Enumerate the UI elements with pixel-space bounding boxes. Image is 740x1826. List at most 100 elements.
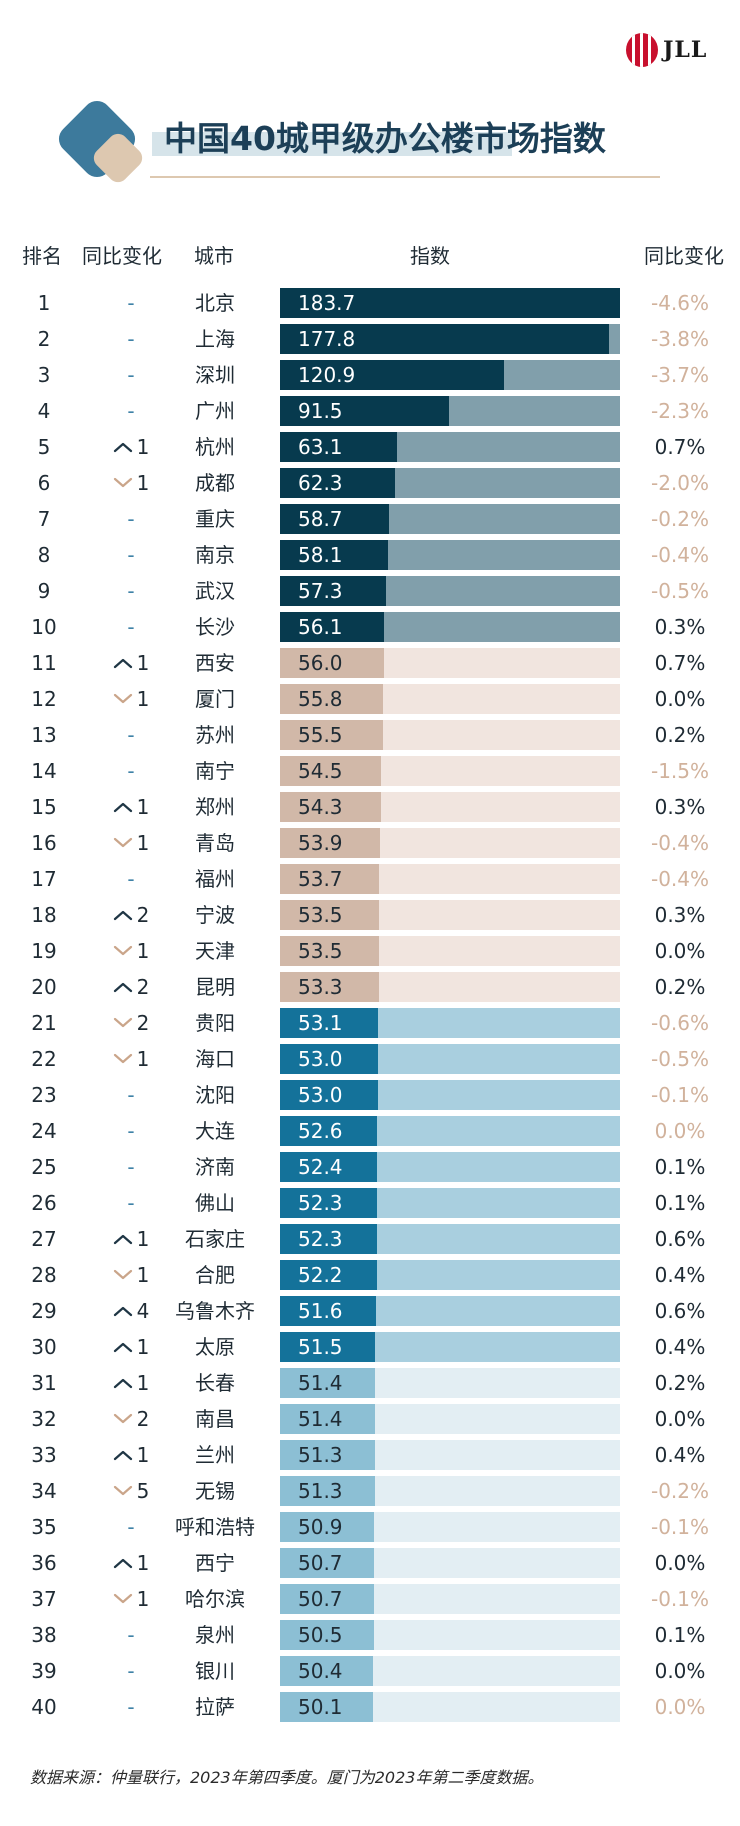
index-value-label: 51.4 <box>298 1407 343 1431</box>
rank-change-value: - <box>127 1119 135 1143</box>
rank-up-arrow-icon <box>113 1234 132 1245</box>
index-bar-track: 51.4 <box>280 1404 620 1434</box>
rank-down-arrow-icon <box>113 1485 132 1496</box>
rank-change: - <box>86 504 176 534</box>
rank-number: 2 <box>37 327 51 351</box>
index-bar-track: 53.5 <box>280 900 620 930</box>
rank-number: 28 <box>31 1263 57 1287</box>
table-row: 22 1 海口 53.0 -0.5% <box>0 1044 740 1074</box>
rank-number: 20 <box>31 975 57 999</box>
rank-number: 40 <box>31 1695 57 1719</box>
index-bar <box>280 720 383 750</box>
table-row: 3 - 深圳 120.9 -3.7% <box>0 360 740 390</box>
index-value-label: 50.5 <box>298 1623 343 1647</box>
rank-down-arrow-icon <box>113 477 132 488</box>
index-value-label: 52.3 <box>298 1227 343 1251</box>
rank-change: - <box>86 720 176 750</box>
index-bar-track: 53.1 <box>280 1008 620 1038</box>
rank-change: 1 <box>86 828 176 858</box>
table-row: 1 - 北京 183.7 -4.6% <box>0 288 740 318</box>
yoy-change: -0.5% <box>650 1047 710 1071</box>
index-bar-track: 56.1 <box>280 612 620 642</box>
rank-number: 15 <box>31 795 57 819</box>
index-bar <box>280 936 379 966</box>
index-bar <box>280 1080 379 1110</box>
index-bar-track: 55.8 <box>280 684 620 714</box>
city-name: 广州 <box>195 399 235 423</box>
yoy-change: 0.2% <box>654 975 706 999</box>
rank-number: 13 <box>31 723 57 747</box>
index-value-label: 52.2 <box>298 1263 343 1287</box>
city-name: 福州 <box>195 867 235 891</box>
yoy-change: 0.0% <box>654 1551 706 1575</box>
index-value-label: 62.3 <box>298 471 343 495</box>
rank-up-arrow-icon <box>113 658 132 669</box>
rank-down-arrow-icon <box>113 945 132 956</box>
page-title: 中国40城甲级办公楼市场指数 <box>164 119 606 158</box>
rank-change: 1 <box>86 684 176 714</box>
rank-change: - <box>86 576 176 606</box>
rank-number: 36 <box>31 1551 57 1575</box>
index-bar <box>280 288 620 318</box>
table-row: 11 1 西安 56.0 0.7% <box>0 648 740 678</box>
table-row: 16 1 青岛 53.9 -0.4% <box>0 828 740 858</box>
table-row: 33 1 兰州 51.3 0.4% <box>0 1440 740 1470</box>
header-index: 指数 <box>410 244 450 268</box>
rank-number: 3 <box>37 363 51 387</box>
table-row: 7 - 重庆 58.7 -0.2% <box>0 504 740 534</box>
rank-down-arrow-icon <box>113 1413 132 1424</box>
index-value-label: 53.9 <box>298 831 343 855</box>
city-name: 贵阳 <box>195 1011 235 1035</box>
table-row: 31 1 长春 51.4 0.2% <box>0 1368 740 1398</box>
city-name: 乌鲁木齐 <box>175 1299 255 1323</box>
index-bar <box>280 540 388 570</box>
city-name: 宁波 <box>195 903 235 927</box>
jll-logo-text: JLL <box>663 37 708 63</box>
rank-change: 5 <box>86 1476 176 1506</box>
yoy-change: -0.6% <box>650 1011 710 1035</box>
rank-change-value: - <box>127 507 135 531</box>
rank-change: - <box>86 1656 176 1686</box>
table-row: 38 - 泉州 50.5 0.1% <box>0 1620 740 1650</box>
rank-up-arrow-icon <box>113 442 132 453</box>
table-row: 28 1 合肥 52.2 0.4% <box>0 1260 740 1290</box>
rank-down-arrow-icon <box>113 837 132 848</box>
index-bar-track: 63.1 <box>280 432 620 462</box>
index-bar <box>280 1476 375 1506</box>
index-value-label: 50.7 <box>298 1587 343 1611</box>
index-bar <box>280 612 384 642</box>
rank-change-value: 1 <box>136 795 150 819</box>
city-name: 杭州 <box>195 435 235 459</box>
rank-change: 1 <box>86 1584 176 1614</box>
index-bar-track: 53.9 <box>280 828 620 858</box>
rank-change: 1 <box>86 1044 176 1074</box>
rank-change-value: - <box>127 291 135 315</box>
index-bar-track: 54.3 <box>280 792 620 822</box>
city-name: 沈阳 <box>195 1083 235 1107</box>
index-value-label: 177.8 <box>298 327 356 351</box>
index-value-label: 91.5 <box>298 399 343 423</box>
rank-change-value: - <box>127 543 135 567</box>
index-bar <box>280 1044 379 1074</box>
table-row: 26 - 佛山 52.3 0.1% <box>0 1188 740 1218</box>
index-value-label: 56.0 <box>298 651 343 675</box>
rank-number: 39 <box>31 1659 57 1683</box>
rank-change-value: - <box>127 1659 135 1683</box>
index-bar <box>280 1296 376 1326</box>
rank-change-value: 1 <box>136 1551 150 1575</box>
index-bar <box>280 360 504 390</box>
index-bar <box>280 576 387 606</box>
index-bar-track: 177.8 <box>280 324 620 354</box>
yoy-change: 0.4% <box>654 1263 706 1287</box>
city-name: 上海 <box>195 327 235 351</box>
rank-change: 1 <box>86 1224 176 1254</box>
yoy-change: 0.1% <box>654 1155 706 1179</box>
rank-number: 17 <box>31 867 57 891</box>
rank-change-value: 1 <box>136 1587 150 1611</box>
table-row: 6 1 成都 62.3 -2.0% <box>0 468 740 498</box>
city-name: 青岛 <box>195 831 235 855</box>
index-bar <box>280 1440 375 1470</box>
index-value-label: 54.5 <box>298 759 343 783</box>
city-name: 长沙 <box>195 615 235 639</box>
city-name: 南京 <box>195 543 235 567</box>
